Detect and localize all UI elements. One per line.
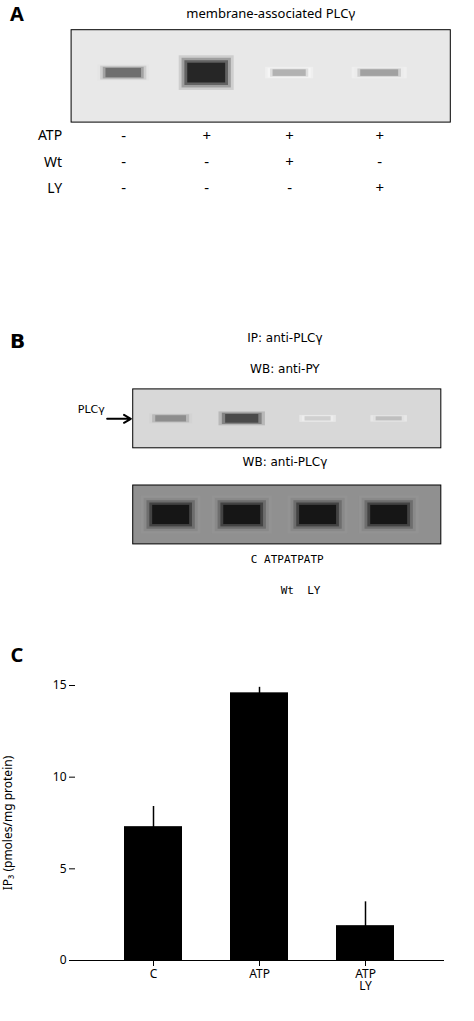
svg-text:Wt: Wt — [44, 152, 62, 171]
svg-text:A: A — [10, 0, 24, 27]
svg-text:C ATPATPATP: C ATPATPATP — [251, 553, 324, 566]
svg-text:PLCγ: PLCγ — [78, 403, 105, 416]
svg-text:+: + — [375, 177, 384, 197]
svg-text:10: 10 — [53, 768, 67, 785]
svg-text:membrane-associated PLCγ: membrane-associated PLCγ — [186, 4, 355, 22]
svg-text:C: C — [150, 965, 158, 982]
svg-text:B: B — [10, 330, 25, 353]
svg-text:-: - — [121, 125, 126, 145]
svg-text:IP₃ (pmoles/mg protein): IP₃ (pmoles/mg protein) — [0, 755, 16, 890]
svg-text:LY: LY — [47, 178, 62, 197]
svg-text:15: 15 — [53, 676, 67, 693]
svg-text:+: + — [375, 125, 384, 145]
svg-text:WB: anti-PY: WB: anti-PY — [250, 362, 320, 376]
svg-text:-: - — [204, 177, 209, 197]
svg-text:0: 0 — [60, 951, 67, 968]
svg-text:ATPLY: ATPLY — [355, 965, 376, 994]
svg-text:-: - — [121, 151, 126, 171]
svg-text:ATP: ATP — [249, 965, 270, 982]
svg-text:+: + — [285, 151, 294, 171]
svg-text:+: + — [202, 125, 211, 145]
svg-text:-: - — [377, 151, 382, 171]
svg-text:ATP: ATP — [38, 125, 62, 144]
svg-text:C: C — [11, 641, 24, 668]
svg-text:5: 5 — [60, 860, 67, 877]
svg-text:WB: anti-PLCγ: WB: anti-PLCγ — [243, 455, 328, 469]
svg-text:IP: anti-PLCγ: IP: anti-PLCγ — [247, 331, 322, 345]
svg-text:-: - — [204, 151, 209, 171]
svg-text:+: + — [285, 125, 294, 145]
svg-text:Wt LY: Wt LY — [254, 584, 321, 597]
svg-text:-: - — [121, 177, 126, 197]
svg-text:-: - — [287, 177, 292, 197]
